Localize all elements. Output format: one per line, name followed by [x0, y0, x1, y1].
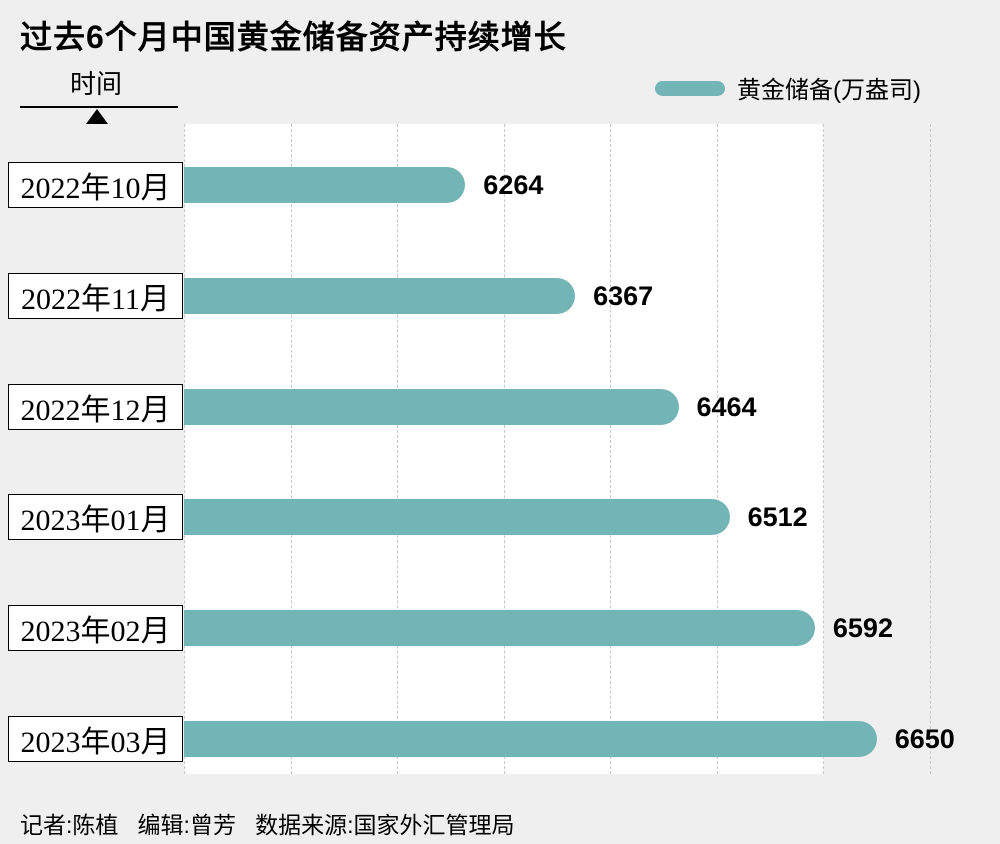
- gridline: [930, 124, 931, 774]
- bar: [184, 167, 466, 203]
- value-label: 6512: [747, 502, 808, 533]
- axis-line: [20, 106, 178, 108]
- legend-label: 黄金储备(万盎司): [737, 77, 921, 104]
- gridline: [610, 124, 612, 774]
- bar: [184, 388, 679, 425]
- chart-title: 过去6个月中国黄金储备资产持续增长: [20, 19, 567, 55]
- gridline: [397, 124, 399, 774]
- gridline: [823, 124, 825, 774]
- category-label: 2022年10月: [8, 162, 183, 208]
- source-credits: 记者:陈植 编辑:曾芳 数据来源:国家外汇管理局: [20, 812, 515, 838]
- axis-arrow-icon: [86, 109, 108, 124]
- gridline: [184, 124, 185, 774]
- category-label: 2023年01月: [8, 494, 183, 541]
- legend-swatch: [655, 81, 725, 96]
- bar: [184, 610, 815, 647]
- gridline: [503, 124, 505, 774]
- gridline: [290, 124, 292, 774]
- value-label: 6650: [894, 724, 955, 754]
- value-label: 6464: [696, 391, 757, 422]
- value-label: 6592: [832, 613, 893, 644]
- gridline: [716, 124, 718, 774]
- value-label: 6367: [593, 280, 654, 311]
- bar: [184, 499, 730, 536]
- value-label: 6264: [483, 170, 544, 200]
- category-label: 2022年11月: [8, 272, 183, 319]
- bar: [184, 721, 877, 757]
- category-label: 2023年03月: [8, 716, 183, 762]
- category-label: 2023年02月: [8, 605, 183, 652]
- bar: [184, 277, 576, 314]
- category-label: 2022年12月: [8, 383, 183, 430]
- time-axis-label: 时间: [70, 69, 123, 99]
